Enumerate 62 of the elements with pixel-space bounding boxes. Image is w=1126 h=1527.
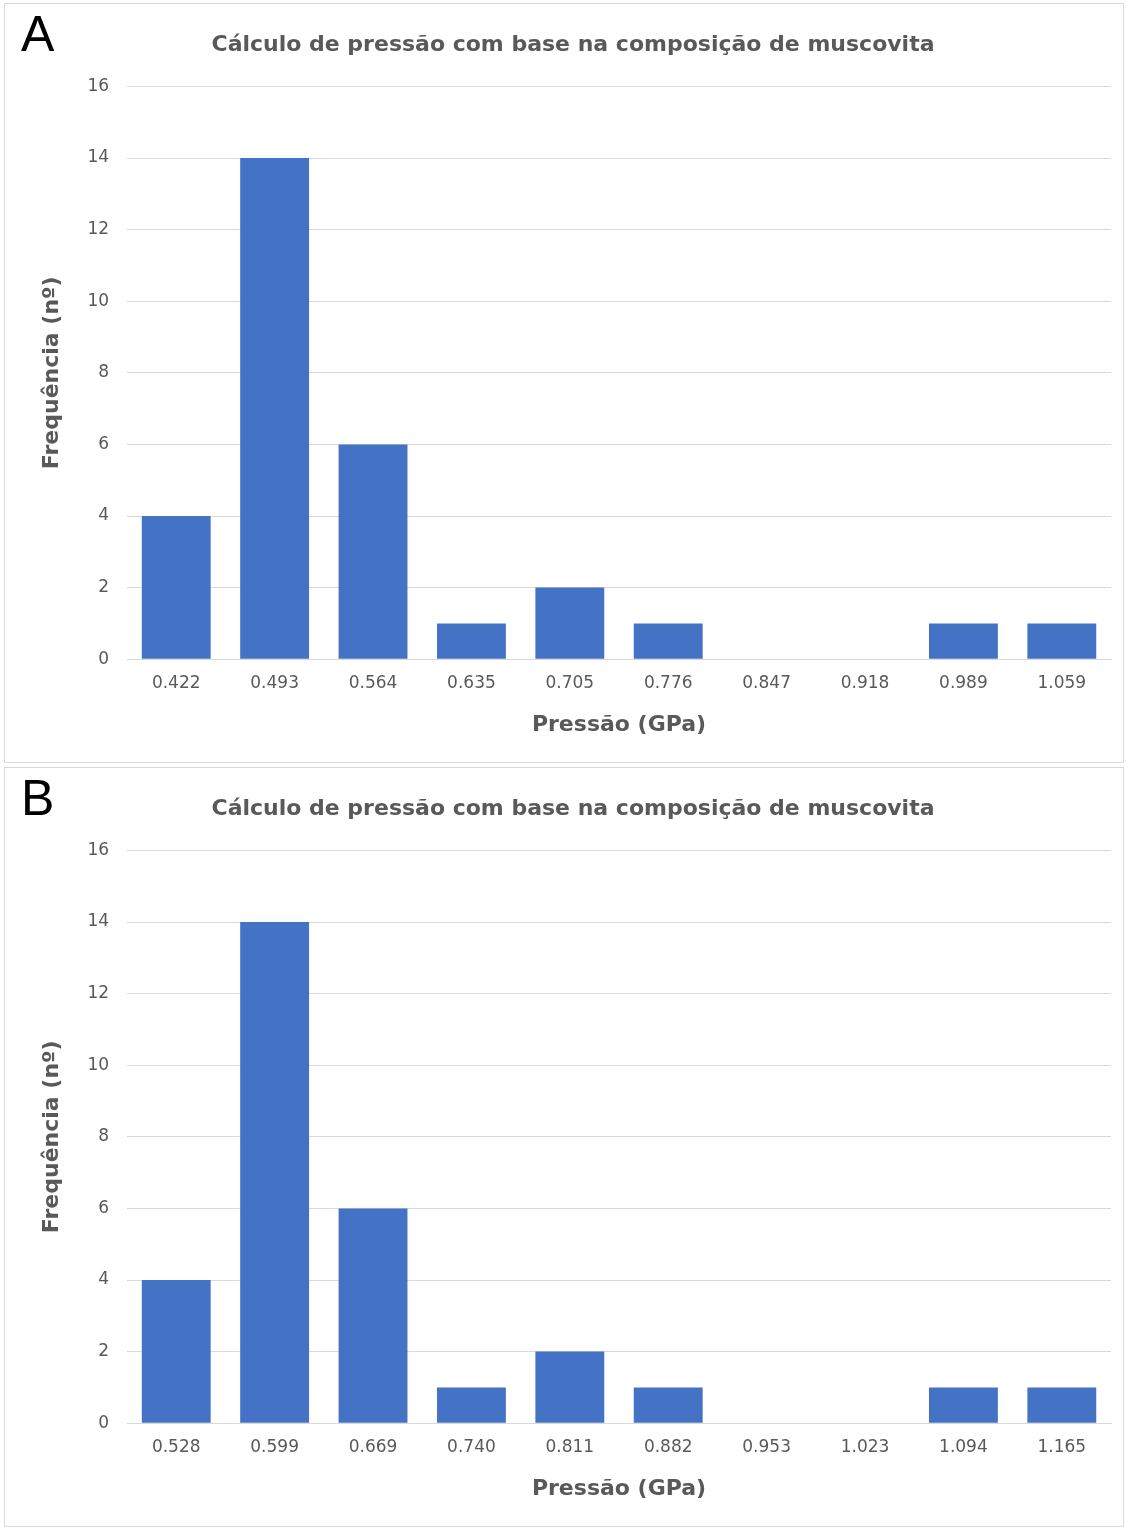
y-tick-label: 16 — [87, 74, 110, 95]
bar — [928, 623, 998, 659]
y-tick-label: 4 — [98, 1268, 110, 1289]
y-tick-label: 0 — [98, 647, 110, 668]
bar — [535, 1351, 605, 1423]
chart-title: Cálculo de pressão com base na composição de muscovita — [211, 30, 935, 56]
x-tick-label: 0.740 — [447, 1435, 496, 1456]
x-tick-label: 0.422 — [151, 671, 201, 692]
bar — [338, 444, 408, 659]
x-tick-label: 0.953 — [742, 1435, 791, 1456]
x-tick-label: 0.705 — [545, 671, 595, 692]
x-tick-label: 1.059 — [1037, 671, 1087, 692]
y-tick-label: 10 — [87, 1053, 110, 1074]
x-tick-label: 0.776 — [643, 671, 693, 692]
bar — [633, 623, 703, 659]
bar — [928, 1387, 998, 1423]
y-tick-label: 6 — [98, 1196, 110, 1217]
x-tick-label: 0.989 — [939, 671, 988, 692]
bar — [535, 587, 605, 659]
x-axis-title: Pressão (GPa) — [531, 710, 707, 736]
y-tick-label: 12 — [87, 218, 110, 239]
x-tick-label: 0.564 — [348, 671, 398, 692]
bar — [436, 1387, 506, 1423]
y-tick-label: 12 — [87, 982, 110, 1003]
y-tick-label: 6 — [98, 432, 110, 453]
y-tick-label: 14 — [87, 146, 110, 167]
bar — [633, 1387, 703, 1423]
x-axis-title: Pressão (GPa) — [531, 1474, 707, 1500]
bar — [240, 158, 310, 659]
bar — [141, 1280, 211, 1423]
x-tick-label: 1.165 — [1037, 1435, 1087, 1456]
x-tick-label: 0.918 — [840, 671, 890, 692]
y-tick-label: 2 — [98, 1340, 110, 1361]
text: A — [21, 5, 55, 62]
y-tick-label: 8 — [98, 361, 110, 382]
y-tick-label: 8 — [98, 1125, 110, 1146]
bar — [1027, 1387, 1097, 1423]
x-tick-label: 0.635 — [447, 671, 496, 692]
y-tick-label: 10 — [87, 289, 110, 310]
x-tick-label: 0.528 — [151, 1435, 201, 1456]
text: B — [21, 769, 55, 826]
bar — [436, 623, 506, 659]
y-axis-title: Frequência (nº) — [37, 276, 63, 470]
y-axis-title: Frequência (nº) — [37, 1040, 63, 1234]
y-tick-label: 4 — [98, 504, 110, 525]
bar — [338, 1208, 408, 1423]
x-tick-label: 0.669 — [348, 1435, 398, 1456]
y-tick-label: 2 — [98, 576, 110, 597]
x-tick-label: 0.882 — [643, 1435, 693, 1456]
x-tick-label: 1.094 — [939, 1435, 988, 1456]
bar — [240, 922, 310, 1423]
bar — [1027, 623, 1097, 659]
y-tick-label: 0 — [98, 1411, 110, 1432]
x-tick-label: 0.847 — [742, 671, 791, 692]
bar — [141, 516, 211, 659]
x-tick-label: 1.023 — [840, 1435, 890, 1456]
x-tick-label: 0.811 — [545, 1435, 595, 1456]
y-tick-label: 16 — [87, 838, 110, 859]
x-tick-label: 0.599 — [250, 1435, 299, 1456]
chart-title: Cálculo de pressão com base na composição de muscovita — [211, 794, 935, 820]
y-tick-label: 14 — [87, 910, 110, 931]
x-tick-label: 0.493 — [250, 671, 299, 692]
